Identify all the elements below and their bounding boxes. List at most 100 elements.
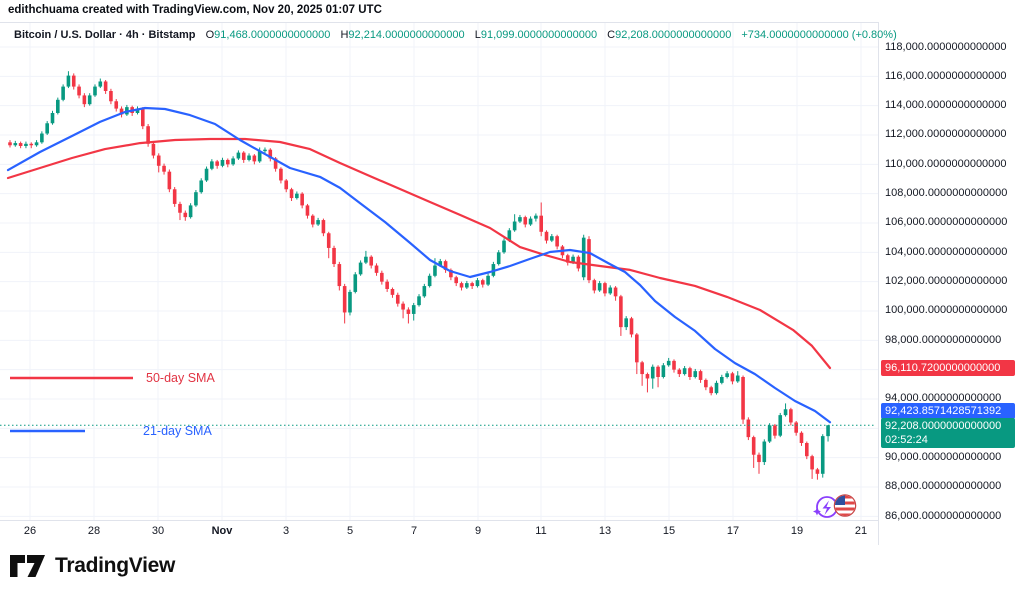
candle-body — [305, 205, 310, 216]
low-label: L — [474, 29, 481, 41]
candle-body — [757, 454, 761, 463]
candle-body — [693, 371, 698, 377]
candle-body — [13, 143, 18, 146]
candle-body — [348, 291, 352, 313]
symbol-title: Bitcoin / U.S. Dollar · 4h · Bitstamp — [14, 29, 196, 41]
candle-body — [528, 218, 533, 225]
candle-body — [18, 143, 23, 146]
candle-body — [661, 365, 666, 377]
candle-body — [587, 239, 591, 281]
lightning-bolt-icon — [822, 500, 831, 515]
candle-body — [167, 171, 172, 190]
y-axis-label: 116,000.0000000000000 — [885, 69, 1007, 82]
candle-body — [597, 283, 602, 291]
price-tag-last: 92,208.0000000000000 02:52:24 — [881, 418, 1015, 448]
price-tag-value: 96,110.7200000000000 — [885, 361, 1001, 374]
candle-body — [502, 240, 506, 253]
candle-body — [300, 193, 304, 206]
candle-body — [523, 217, 528, 225]
candle-body — [162, 165, 166, 172]
candle-body — [565, 255, 570, 263]
sma50-key-label: 50-day SMA — [146, 371, 215, 385]
candle-body — [406, 309, 411, 314]
candle-body — [183, 212, 188, 218]
candle-body — [427, 275, 432, 287]
candle-body — [555, 236, 559, 247]
price-tag-sma50: 96,110.7200000000000 — [881, 359, 1015, 376]
candle-body — [826, 425, 830, 437]
candle-body — [188, 205, 193, 218]
candle-body — [364, 256, 368, 263]
candle-body — [109, 90, 113, 102]
tradingview-logo-icon — [10, 555, 45, 577]
x-axis-label: 11 — [535, 525, 547, 537]
candle-body — [539, 215, 543, 232]
candle-body — [475, 280, 480, 287]
open-value: 91,468.0000000000000 — [214, 29, 331, 41]
x-axis-label: 17 — [726, 525, 740, 537]
candle-body — [119, 108, 124, 115]
candle-body — [794, 422, 798, 433]
candle-body — [486, 275, 490, 285]
x-axis-label: 26 — [23, 525, 37, 537]
candle-body — [374, 265, 379, 273]
y-axis-label: 114,000.0000000000000 — [885, 99, 1007, 112]
x-axis-label: 13 — [598, 525, 612, 537]
candle-body — [263, 149, 267, 152]
candle-body — [326, 233, 331, 248]
time-axis-divider — [0, 520, 1024, 521]
candle-body — [268, 149, 273, 159]
x-axis-label: 19 — [790, 525, 804, 537]
candle-body — [672, 360, 676, 370]
candle-body — [34, 142, 39, 146]
chart-legend[interactable]: Bitcoin / U.S. Dollar · 4h · Bitstamp O9… — [14, 29, 897, 41]
candle-body — [353, 274, 358, 292]
lightning-badge-icon[interactable] — [813, 496, 838, 518]
candle-body — [231, 158, 235, 165]
candle-body — [688, 368, 692, 377]
candle-body — [741, 376, 745, 420]
candle-body — [422, 286, 427, 297]
candle-body — [93, 86, 97, 96]
candle-body — [146, 126, 150, 144]
candle-body — [767, 425, 772, 442]
us-flag-badge-icon[interactable] — [833, 494, 857, 517]
candle-body — [417, 296, 421, 306]
candle-body — [512, 221, 517, 231]
candle-body — [401, 303, 405, 310]
time-axis[interactable]: 26 28 30 Nov 3 5 7 9 11 13 15 17 19 21 — [0, 520, 878, 545]
candle-body — [220, 159, 225, 166]
grid-lines — [0, 23, 878, 520]
candle-body — [762, 441, 767, 463]
candle-body — [71, 75, 76, 87]
footer-brand[interactable]: TradingView — [10, 554, 175, 578]
candle-body — [66, 75, 71, 87]
candle-body — [194, 192, 198, 206]
candle-body — [284, 180, 289, 190]
bar-countdown: 02:52:24 — [885, 434, 928, 446]
x-axis-label: Nov — [211, 525, 233, 537]
candle-body — [236, 152, 241, 159]
event-badges[interactable] — [810, 492, 862, 522]
candle-body — [241, 152, 246, 160]
candle-body — [581, 237, 586, 278]
candle-body — [332, 247, 336, 265]
candle-body — [730, 373, 735, 382]
candle-body — [714, 382, 719, 394]
close-value: 92,208.0000000000000 — [615, 29, 732, 41]
candle-body — [114, 101, 119, 109]
y-axis-label: 104,000.0000000000000 — [885, 245, 1008, 258]
candle-body — [725, 373, 729, 377]
candle-body — [454, 277, 459, 284]
price-axis[interactable]: 118,000.0000000000000 116,000.00000000000… — [878, 22, 1024, 545]
candle-body — [619, 296, 623, 328]
candle-body — [815, 469, 820, 474]
candle-body — [40, 133, 44, 143]
candle-body — [459, 283, 464, 288]
candle-body — [709, 387, 713, 394]
candle-body — [411, 305, 416, 314]
candle-body — [720, 376, 724, 383]
price-tag-value: 92,423.8571428571392 — [885, 404, 1002, 417]
chart-pane[interactable] — [0, 0, 878, 546]
candle-body — [82, 95, 87, 105]
